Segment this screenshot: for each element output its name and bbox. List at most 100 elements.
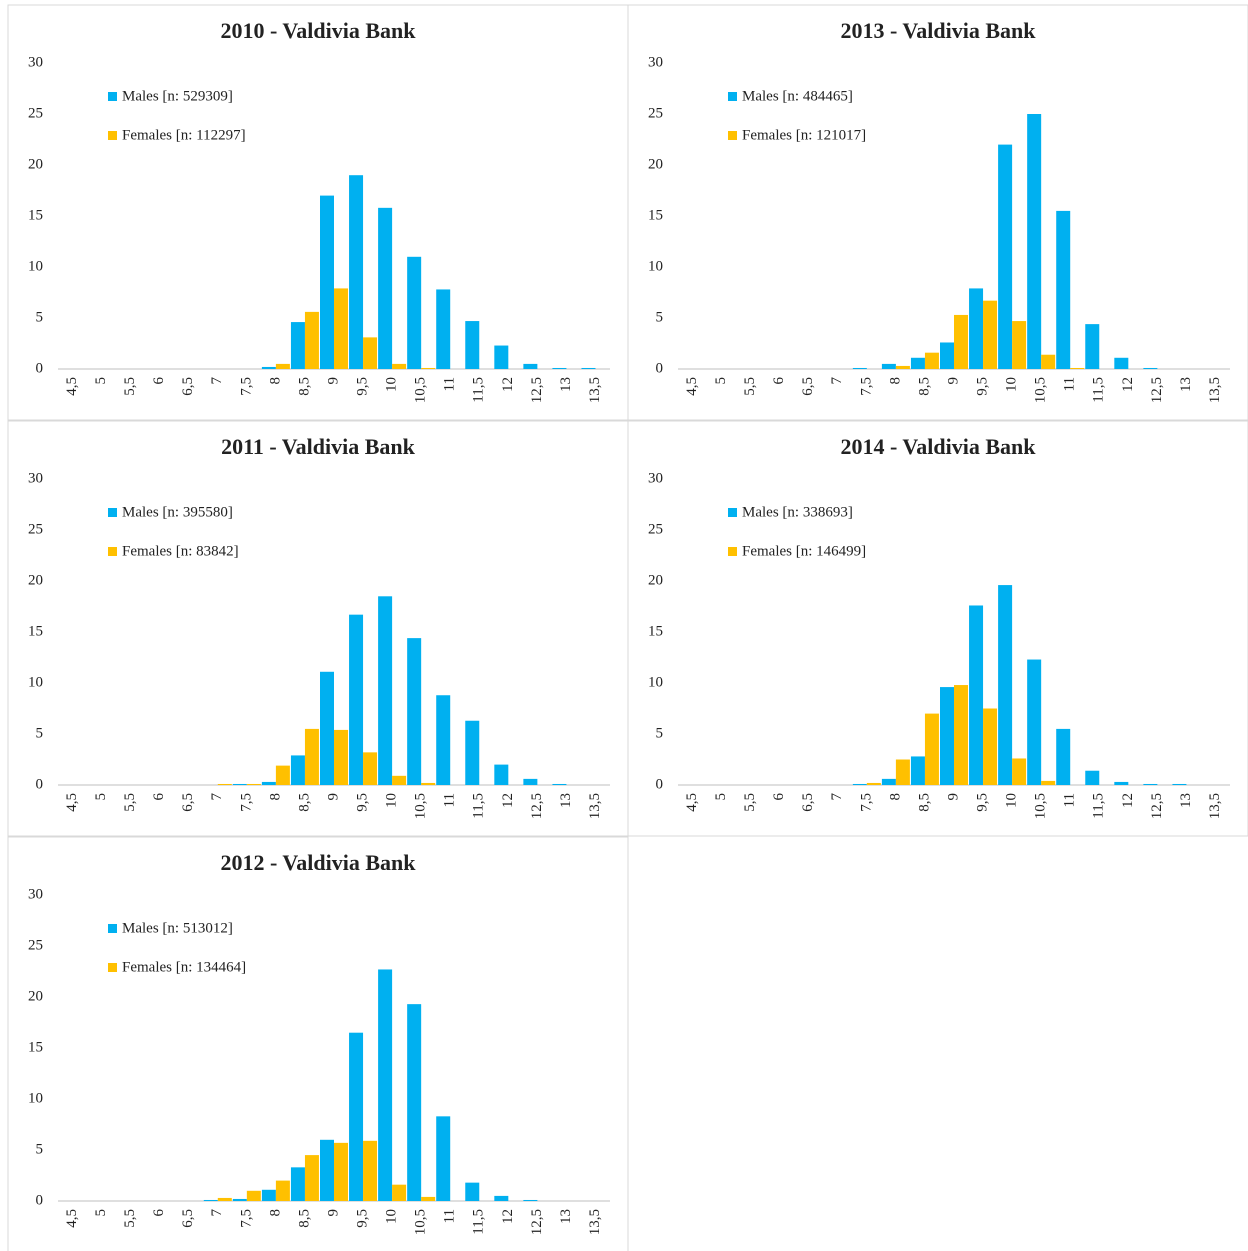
y-tick-label: 15 (28, 1039, 43, 1055)
bar (378, 596, 393, 785)
legend-swatch (728, 508, 737, 517)
bar (910, 357, 925, 369)
x-tick-label: 11 (442, 377, 458, 391)
bar (494, 1195, 509, 1201)
panel-border (627, 4, 1248, 421)
y-tick-label: 25 (28, 937, 43, 953)
bar (1056, 210, 1071, 369)
chart-title: 2011 - Valdivia Bank (221, 434, 416, 459)
y-tick-label: 5 (656, 309, 664, 325)
x-tick-label: 13 (558, 1209, 574, 1224)
x-tick-label: 13,5 (587, 377, 603, 403)
x-tick-label: 12 (500, 1209, 516, 1224)
x-tick-label: 9 (945, 377, 961, 385)
bar (421, 367, 436, 369)
bar (349, 614, 364, 785)
bar (1085, 324, 1100, 369)
chart-panel: 2012 - Valdivia Bank 0 5 10 15 20 25 30 4,5 5 5,5 6… (7, 836, 629, 1251)
bar (217, 783, 232, 785)
x-tick-label: 13 (558, 793, 574, 808)
bar (320, 195, 334, 369)
x-tick-label: 8,5 (296, 377, 312, 396)
bar (407, 1004, 422, 1201)
x-tick-label: 9 (945, 793, 961, 801)
bar (494, 764, 509, 785)
x-tick-label: 10 (384, 793, 400, 808)
y-tick-label: 10 (648, 258, 663, 274)
x-tick-label: 9,5 (974, 793, 990, 812)
bar (465, 720, 480, 785)
bar (1114, 781, 1129, 785)
x-tick-label: 13 (558, 377, 574, 392)
x-tick-label: 10 (1004, 377, 1020, 392)
y-tick-label: 15 (648, 207, 663, 223)
bar (320, 1139, 334, 1201)
x-tick-label: 4,5 (64, 377, 80, 396)
x-tick-label: 5 (93, 377, 109, 385)
y-tick-label: 25 (28, 105, 43, 121)
bar (349, 1032, 364, 1201)
bar (523, 1199, 538, 1201)
x-tick-label: 8 (267, 1209, 283, 1217)
bar (940, 342, 954, 369)
x-tick-label: 13,5 (587, 1209, 603, 1235)
x-tick-label: 6 (771, 793, 787, 801)
x-tick-label: 7,5 (238, 377, 254, 396)
bar (1041, 780, 1056, 785)
chart-title: 2014 - Valdivia Bank (840, 434, 1036, 459)
bar (1041, 354, 1056, 369)
legend-label: Females [n: 121017] (742, 127, 866, 143)
bar (304, 311, 319, 369)
x-tick-label: 6 (151, 1209, 167, 1217)
legend-label: Males [n: 395580] (122, 504, 233, 520)
bar (1085, 770, 1100, 785)
x-tick-label: 4,5 (64, 793, 80, 812)
bar (407, 638, 422, 785)
y-tick-label: 0 (656, 776, 664, 792)
bar (1070, 367, 1085, 369)
x-tick-label: 9 (325, 1209, 341, 1217)
bar (998, 144, 1013, 369)
legend-label: Males [n: 338693] (742, 504, 853, 520)
x-tick-label: 13 (1178, 793, 1194, 808)
bar (581, 367, 596, 369)
x-tick-label: 10,5 (1033, 793, 1049, 819)
bar (1056, 728, 1071, 785)
x-tick-label: 8 (887, 793, 903, 801)
x-tick-label: 13,5 (1207, 793, 1223, 819)
bar (290, 1167, 305, 1201)
y-tick-label: 30 (28, 886, 43, 902)
legend-swatch (728, 131, 737, 140)
y-tick-label: 20 (648, 156, 663, 172)
bar (494, 345, 509, 369)
x-tick-label: 5 (93, 1209, 109, 1217)
legend-label: Males [n: 484465] (742, 88, 853, 104)
x-tick-label: 5,5 (122, 377, 138, 396)
bar (436, 1116, 451, 1201)
y-tick-label: 5 (36, 1141, 44, 1157)
x-tick-label: 11,5 (471, 1209, 487, 1235)
bar (378, 207, 393, 369)
x-tick-label: 7 (829, 793, 845, 801)
x-tick-label: 6,5 (180, 1209, 196, 1228)
x-tick-label: 6 (151, 793, 167, 801)
bar (983, 708, 998, 785)
bar (924, 352, 939, 369)
legend-swatch (728, 547, 737, 556)
x-tick-label: 10,5 (1033, 377, 1049, 403)
chart-panel: 2013 - Valdivia Bank 0 5 10 15 20 25 30 4,5 5 5,5 6… (627, 4, 1248, 421)
bar (998, 585, 1013, 785)
bar (261, 781, 276, 785)
bar (1172, 783, 1187, 785)
y-tick-label: 15 (28, 207, 43, 223)
x-tick-label: 9 (325, 793, 341, 801)
x-tick-label: 13,5 (587, 793, 603, 819)
x-tick-label: 7 (209, 377, 225, 385)
bar (320, 671, 334, 785)
y-tick-label: 5 (36, 725, 44, 741)
y-tick-label: 10 (648, 674, 663, 690)
bar (334, 1142, 348, 1201)
bar (924, 713, 939, 785)
x-tick-label: 12,5 (529, 1209, 545, 1235)
